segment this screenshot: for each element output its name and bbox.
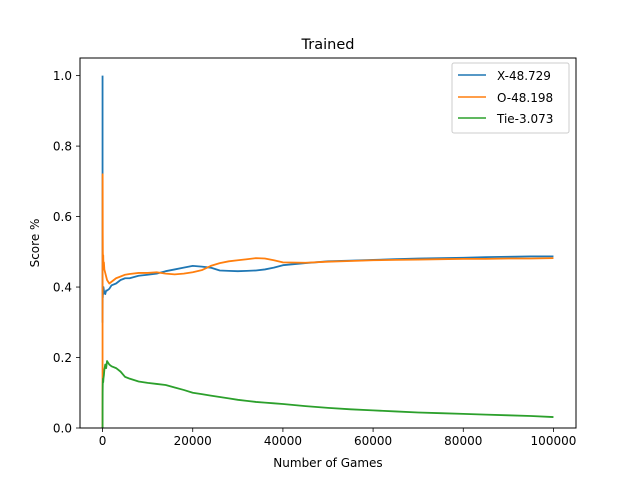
- x-tick-label: 100000: [531, 434, 577, 448]
- x-tick-label: 60000: [354, 434, 392, 448]
- y-tick-label: 1.0: [53, 69, 72, 83]
- x-tick-label: 40000: [264, 434, 302, 448]
- plot-frame: [79, 57, 577, 429]
- y-tick-label: 0.4: [53, 281, 72, 295]
- series-line-1: [101, 173, 554, 428]
- x-tick-label: 20000: [174, 434, 212, 448]
- legend-label-tie: Tie-3.073: [496, 112, 553, 126]
- y-tick-label: 0.8: [53, 140, 72, 154]
- y-tick-label: 0.6: [53, 210, 72, 224]
- legend-label-x: X-48.729: [497, 69, 551, 83]
- y-tick-label: 0.0: [53, 422, 72, 436]
- x-axis-ticks: 0 20000 40000 60000 80000 100000: [99, 428, 577, 448]
- x-tick-label: 80000: [444, 434, 482, 448]
- series-line-2: [101, 360, 554, 429]
- chart-title: Trained: [301, 37, 355, 53]
- legend-label-o: O-48.198: [497, 91, 553, 105]
- x-tick-label: 0: [99, 434, 107, 448]
- series-layer: [101, 75, 554, 429]
- y-axis-ticks: 0.0 0.2 0.4 0.6 0.8 1.0: [53, 69, 80, 436]
- y-tick-label: 0.2: [53, 351, 72, 365]
- legend: X-48.729 O-48.198 Tie-3.073: [451, 62, 570, 134]
- legend-box: [451, 62, 570, 134]
- x-axis-label: Number of Games: [273, 456, 382, 470]
- y-axis-label: Score %: [28, 219, 42, 268]
